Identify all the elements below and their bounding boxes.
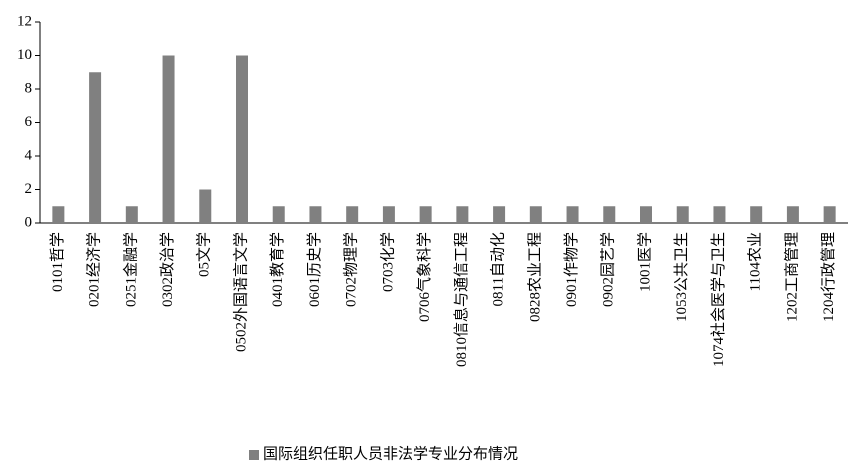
- x-tick-label: 1202工商管理: [783, 232, 800, 322]
- x-tick-label: 0101哲学: [49, 232, 66, 292]
- bar: [89, 72, 102, 223]
- x-tick-label: 0828农业工程: [526, 232, 543, 322]
- x-tick-label: 1204行政管理: [820, 232, 837, 322]
- x-tick-label: 0703化学: [379, 232, 396, 292]
- legend-label: 国际组织任职人员非法学专业分布情况: [263, 445, 518, 462]
- bar: [640, 206, 652, 223]
- x-tick-label: 1053公共卫生: [673, 232, 690, 322]
- x-tick-label: 0902园艺学: [600, 232, 617, 307]
- y-tick-label: 6: [25, 114, 33, 130]
- x-tick-label: 1104农业: [747, 232, 764, 291]
- bar: [456, 206, 469, 223]
- x-tick-label: 0810信息与通信工程: [453, 232, 470, 367]
- bar: [272, 206, 285, 223]
- bar: [346, 206, 359, 223]
- x-tick-label: 0706气象科学: [416, 232, 433, 322]
- x-tick-label: 0302政治学: [159, 232, 176, 307]
- x-tick-label: 0201经济学: [86, 232, 103, 307]
- x-tick-label: 0502外国语言文学: [232, 232, 249, 352]
- x-tick-label: 0702物理学: [343, 232, 360, 307]
- bar: [713, 206, 726, 223]
- x-tick-label: 0601历史学: [306, 232, 323, 307]
- y-tick-label: 10: [17, 47, 32, 63]
- bar: [419, 206, 432, 223]
- bar: [382, 206, 395, 223]
- y-tick-label: 2: [25, 181, 33, 197]
- bar: [309, 206, 322, 223]
- bar: [566, 206, 579, 223]
- y-tick-label: 4: [25, 147, 33, 163]
- bar: [823, 206, 836, 223]
- x-tick-label: 0251金融学: [122, 232, 139, 307]
- bar: [786, 206, 799, 223]
- bar: [162, 55, 175, 223]
- y-tick-label: 12: [17, 13, 32, 29]
- bar: [603, 206, 616, 223]
- x-tick-label: 0401教育学: [269, 232, 286, 307]
- bar: [236, 55, 248, 223]
- x-tick-label: 05文学: [196, 232, 213, 277]
- x-tick-label: 1074社会医学与卫生: [710, 232, 727, 367]
- bar: [529, 206, 542, 223]
- y-tick-label: 0: [25, 214, 33, 230]
- x-tick-label: 0901作物学: [563, 232, 580, 307]
- x-tick-label: 0811自动化: [490, 232, 507, 306]
- bar: [52, 206, 65, 223]
- bar: [493, 206, 506, 223]
- legend-swatch: [249, 450, 259, 460]
- bar: [125, 206, 138, 223]
- bar: [750, 206, 763, 223]
- bar: [676, 206, 689, 223]
- bar: [199, 189, 212, 223]
- y-tick-label: 8: [25, 80, 33, 96]
- x-tick-label: 1001医学: [636, 232, 653, 292]
